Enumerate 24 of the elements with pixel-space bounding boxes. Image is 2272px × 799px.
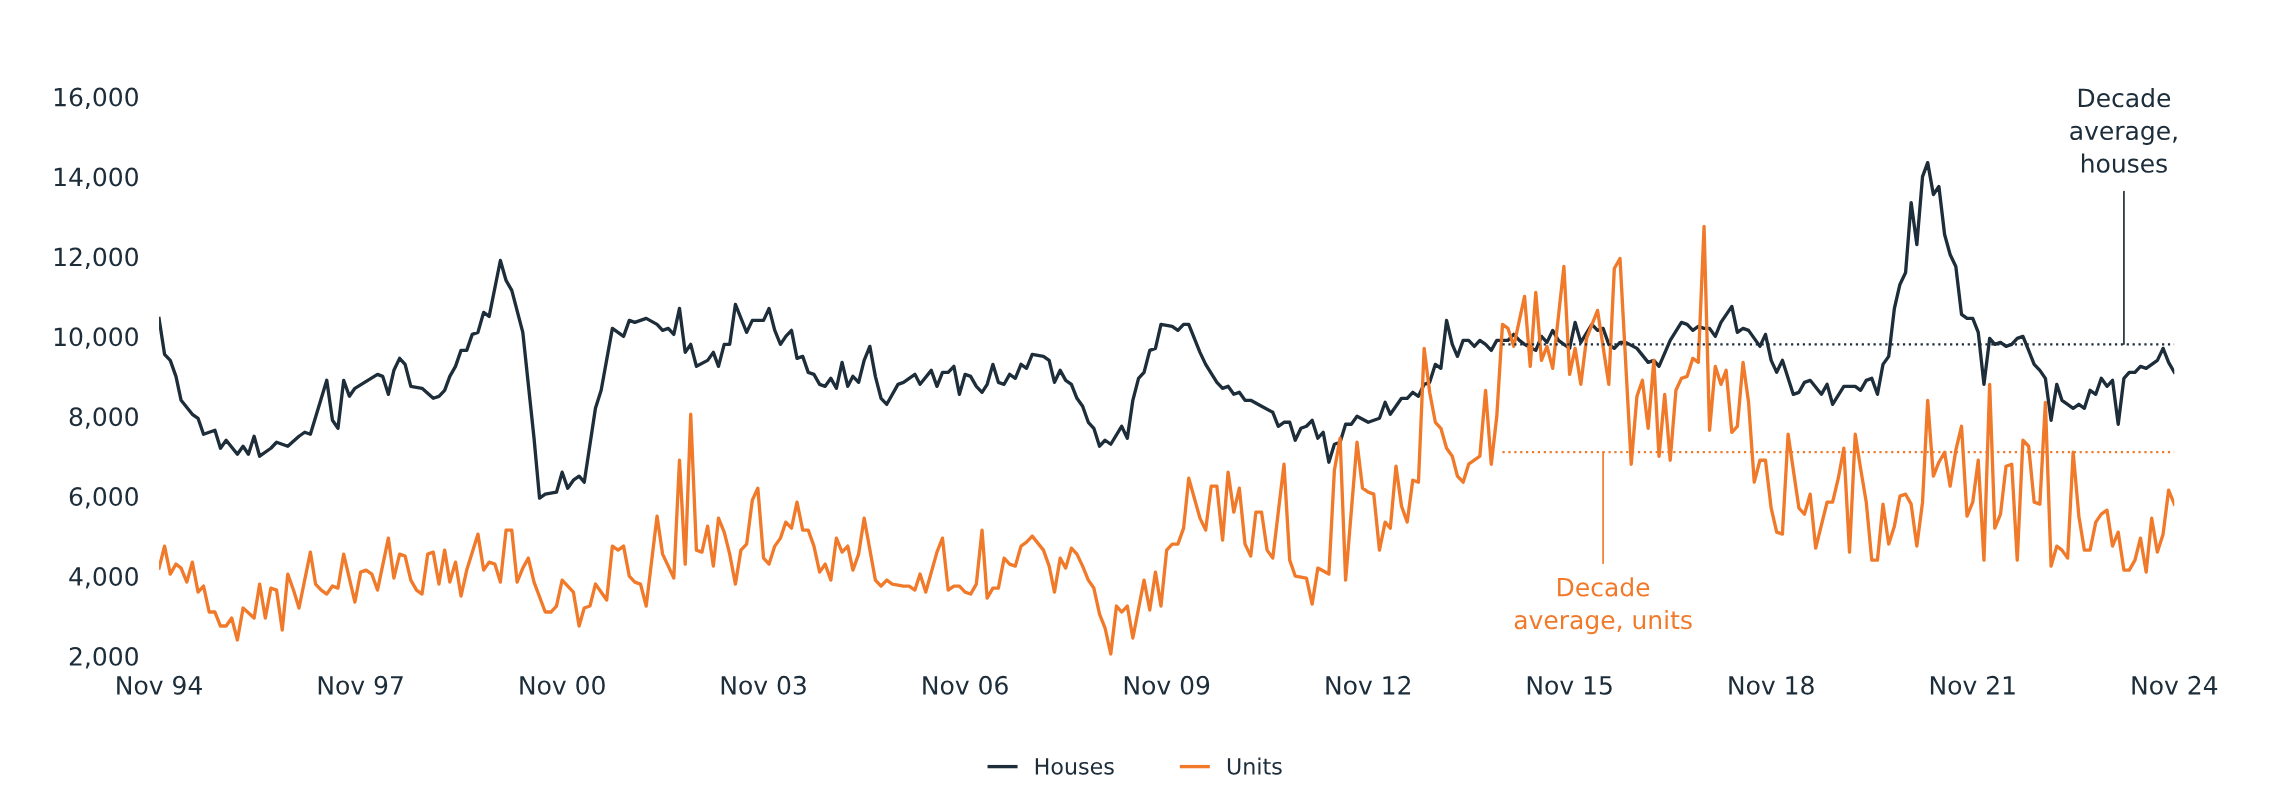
- y-tick-label: 16,000: [54, 87, 138, 110]
- annotation: Decade average, houses: [2070, 88, 2177, 173]
- x-tick-label: Nov 06: [923, 675, 1008, 695]
- y-tick-label: 10,000: [54, 327, 138, 349]
- legend-label: Houses: [1035, 758, 1114, 775]
- x-tick-label: Nov 03: [721, 675, 806, 695]
- y-tick-label: 8,000: [69, 407, 138, 429]
- y-tick-label: 4,000: [69, 567, 138, 589]
- y-tick-label: 6,000: [69, 487, 138, 509]
- x-tick-label: Nov 15: [1527, 676, 1612, 695]
- y-tick-label: 12,000: [54, 247, 138, 269]
- legend-label: Units: [1227, 757, 1282, 775]
- x-tick-label: Nov 00: [520, 675, 605, 695]
- annotation: Decade average, units: [1514, 577, 1692, 635]
- y-tick-label: 14,000: [54, 167, 138, 189]
- x-tick-label: Nov 12: [1326, 675, 1410, 695]
- x-tick-label: Nov 94: [117, 675, 202, 695]
- line-series: [159, 224, 2175, 656]
- x-tick-label: Nov 18: [1729, 675, 1814, 695]
- y-tick-label: 2,000: [69, 646, 138, 669]
- x-tick-label: Nov 09: [1124, 675, 1210, 695]
- x-tick-label: Nov 24: [2132, 675, 2218, 695]
- x-tick-label: Nov 21: [1930, 675, 2015, 695]
- x-tick-label: Nov 97: [318, 675, 403, 695]
